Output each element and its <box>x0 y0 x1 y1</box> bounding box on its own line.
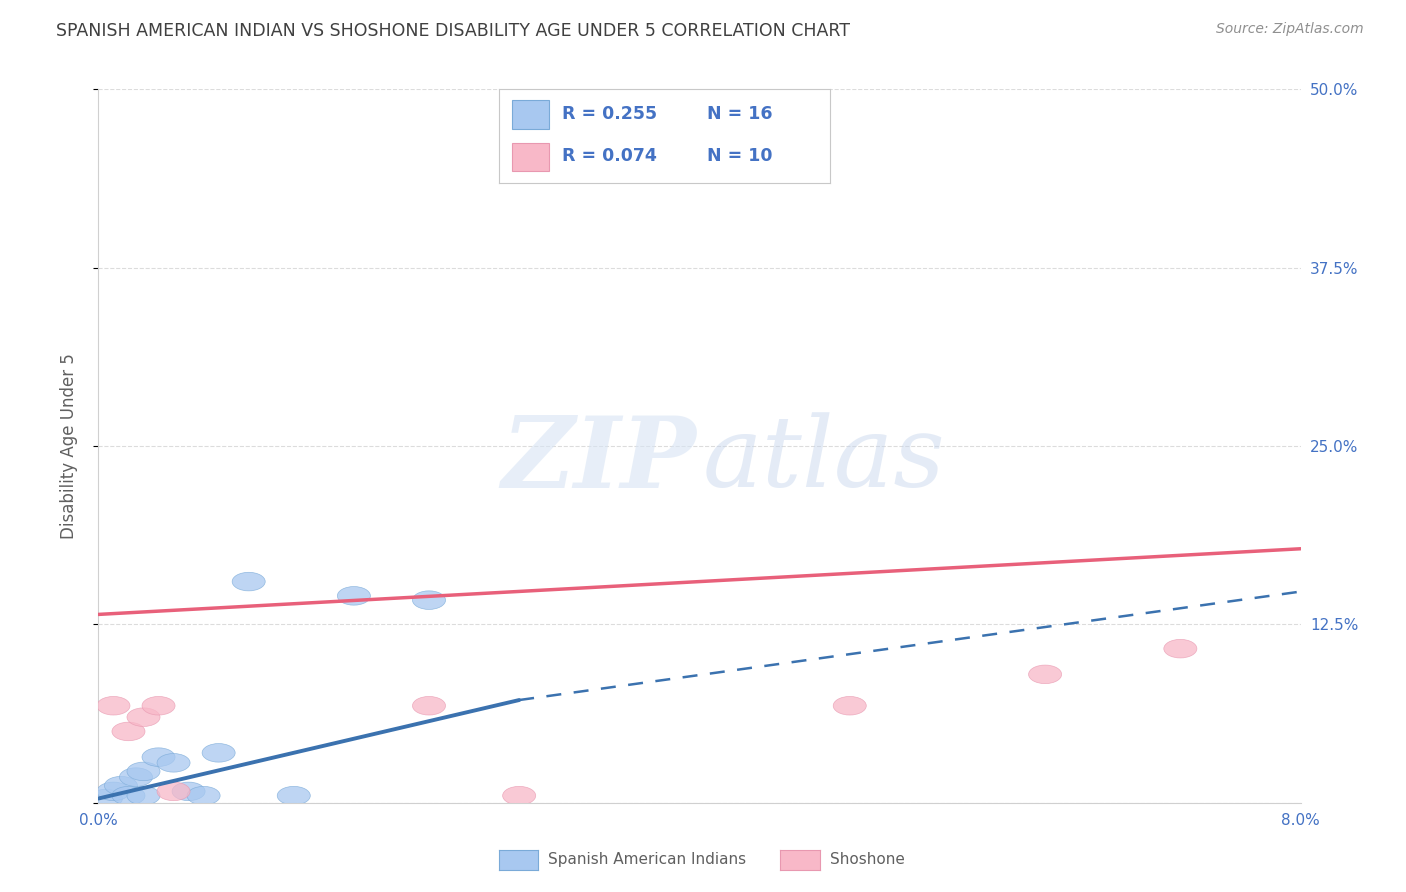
Ellipse shape <box>157 782 190 801</box>
Ellipse shape <box>104 776 138 795</box>
Ellipse shape <box>277 787 311 805</box>
Ellipse shape <box>412 591 446 609</box>
Ellipse shape <box>834 697 866 715</box>
Text: R = 0.255: R = 0.255 <box>562 105 657 123</box>
Text: N = 16: N = 16 <box>707 105 773 123</box>
Ellipse shape <box>112 787 145 805</box>
Ellipse shape <box>502 787 536 805</box>
Ellipse shape <box>97 697 129 715</box>
Ellipse shape <box>157 754 190 772</box>
Ellipse shape <box>142 747 176 766</box>
Text: Spanish American Indians: Spanish American Indians <box>548 853 747 867</box>
Text: ZIP: ZIP <box>501 412 696 508</box>
Ellipse shape <box>1029 665 1062 683</box>
Ellipse shape <box>120 768 152 787</box>
Ellipse shape <box>97 782 129 801</box>
Y-axis label: Disability Age Under 5: Disability Age Under 5 <box>59 353 77 539</box>
Ellipse shape <box>142 697 176 715</box>
Ellipse shape <box>202 744 235 762</box>
Ellipse shape <box>337 587 370 605</box>
Text: Source: ZipAtlas.com: Source: ZipAtlas.com <box>1216 22 1364 37</box>
Ellipse shape <box>412 697 446 715</box>
Ellipse shape <box>127 787 160 805</box>
Ellipse shape <box>232 573 266 591</box>
Ellipse shape <box>172 782 205 801</box>
Text: Shoshone: Shoshone <box>830 853 904 867</box>
Ellipse shape <box>127 708 160 726</box>
Ellipse shape <box>127 762 160 780</box>
Ellipse shape <box>112 723 145 740</box>
FancyBboxPatch shape <box>512 143 548 170</box>
Text: atlas: atlas <box>703 413 946 508</box>
Ellipse shape <box>1164 640 1197 658</box>
Text: SPANISH AMERICAN INDIAN VS SHOSHONE DISABILITY AGE UNDER 5 CORRELATION CHART: SPANISH AMERICAN INDIAN VS SHOSHONE DISA… <box>56 22 851 40</box>
FancyBboxPatch shape <box>512 101 548 128</box>
Ellipse shape <box>187 787 221 805</box>
Text: N = 10: N = 10 <box>707 147 773 165</box>
Text: R = 0.074: R = 0.074 <box>562 147 657 165</box>
Ellipse shape <box>90 789 122 808</box>
